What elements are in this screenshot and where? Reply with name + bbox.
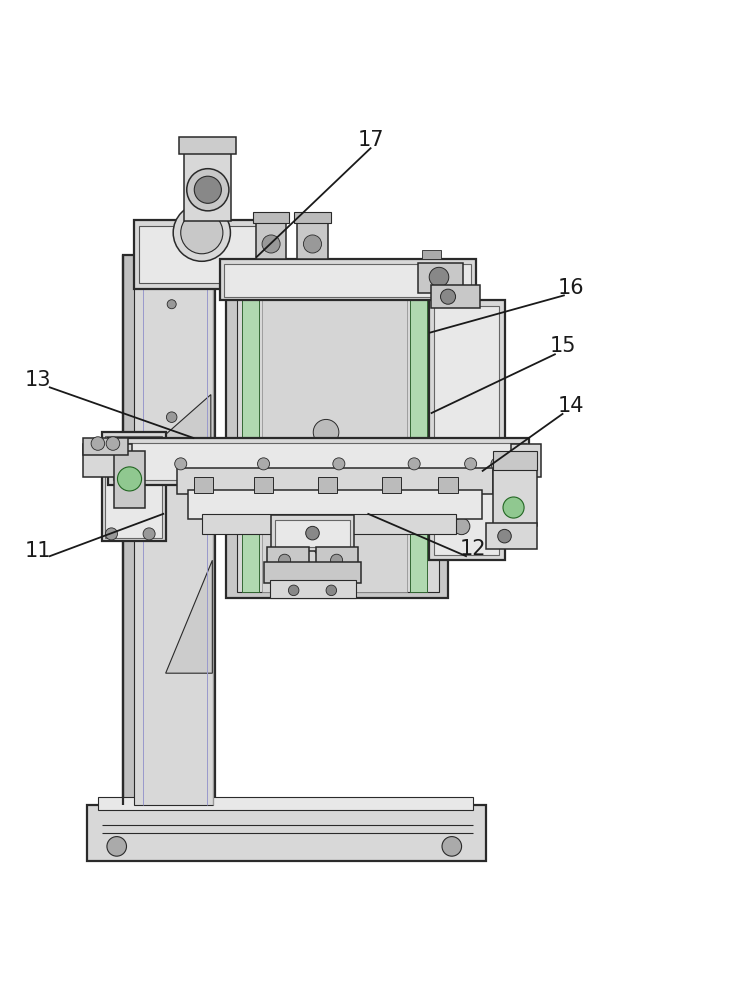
Circle shape xyxy=(465,458,477,470)
Bar xyxy=(87,805,486,861)
Bar xyxy=(256,220,286,259)
Bar xyxy=(294,212,331,223)
Bar xyxy=(511,444,541,477)
Bar xyxy=(179,137,236,154)
Text: 14: 14 xyxy=(557,396,584,416)
Bar xyxy=(429,300,505,560)
Circle shape xyxy=(105,528,117,540)
Circle shape xyxy=(442,837,462,856)
Circle shape xyxy=(279,554,291,566)
Bar xyxy=(438,477,458,493)
Bar xyxy=(434,306,499,555)
Circle shape xyxy=(491,458,503,470)
Bar xyxy=(114,451,145,508)
Bar xyxy=(177,468,493,494)
Bar xyxy=(224,264,471,297)
Bar xyxy=(297,220,328,259)
Circle shape xyxy=(326,585,337,596)
Bar xyxy=(184,150,231,221)
Circle shape xyxy=(91,437,105,450)
Circle shape xyxy=(194,176,221,203)
Circle shape xyxy=(331,554,343,566)
Text: 15: 15 xyxy=(550,336,577,356)
Bar xyxy=(105,436,162,538)
Circle shape xyxy=(313,457,339,483)
Circle shape xyxy=(453,518,470,535)
Text: 13: 13 xyxy=(24,370,51,390)
Bar xyxy=(113,443,526,480)
Circle shape xyxy=(106,437,120,450)
Bar xyxy=(254,477,273,493)
Bar xyxy=(431,285,480,308)
Circle shape xyxy=(306,526,319,540)
Bar xyxy=(486,523,537,549)
Circle shape xyxy=(453,443,470,459)
Bar xyxy=(202,514,456,534)
Bar xyxy=(264,562,361,583)
Bar xyxy=(271,515,354,551)
Bar xyxy=(98,797,473,810)
Bar xyxy=(226,274,448,598)
Circle shape xyxy=(313,419,339,445)
Bar xyxy=(382,477,401,493)
Circle shape xyxy=(429,267,449,287)
Text: 16: 16 xyxy=(557,278,584,298)
Bar xyxy=(242,279,259,592)
Circle shape xyxy=(143,528,155,540)
Circle shape xyxy=(107,837,127,856)
Bar xyxy=(422,250,441,259)
Bar xyxy=(123,255,215,805)
Bar xyxy=(83,444,132,477)
Circle shape xyxy=(117,467,142,491)
Circle shape xyxy=(503,497,524,518)
Bar xyxy=(275,520,350,547)
Circle shape xyxy=(173,204,230,261)
Circle shape xyxy=(313,495,339,520)
Text: 11: 11 xyxy=(24,541,51,561)
Circle shape xyxy=(303,235,322,253)
Bar xyxy=(418,263,463,293)
Bar xyxy=(262,279,407,592)
Circle shape xyxy=(166,412,177,422)
Bar xyxy=(493,470,537,526)
Polygon shape xyxy=(166,560,212,673)
Text: 17: 17 xyxy=(358,130,385,150)
Bar xyxy=(139,226,256,283)
Bar xyxy=(267,547,309,568)
Circle shape xyxy=(258,458,270,470)
Circle shape xyxy=(441,289,456,304)
Circle shape xyxy=(333,458,345,470)
Bar xyxy=(108,438,529,485)
Bar xyxy=(194,477,213,493)
Bar xyxy=(318,477,337,493)
Bar xyxy=(253,212,289,223)
Circle shape xyxy=(187,169,229,211)
Circle shape xyxy=(288,585,299,596)
Text: 12: 12 xyxy=(459,539,486,559)
Bar xyxy=(410,279,427,592)
Circle shape xyxy=(498,529,511,543)
Bar xyxy=(102,432,166,541)
Circle shape xyxy=(118,458,130,470)
Circle shape xyxy=(175,458,187,470)
Circle shape xyxy=(408,458,420,470)
Bar xyxy=(188,490,482,519)
Circle shape xyxy=(181,212,223,254)
Circle shape xyxy=(313,532,339,558)
Bar xyxy=(134,220,262,289)
Polygon shape xyxy=(147,395,211,451)
Bar xyxy=(220,259,476,300)
Circle shape xyxy=(262,235,280,253)
Circle shape xyxy=(453,480,470,497)
Bar xyxy=(316,547,358,568)
Bar xyxy=(493,451,537,470)
Circle shape xyxy=(167,300,176,309)
Bar xyxy=(83,438,128,455)
Bar xyxy=(237,279,439,592)
Bar xyxy=(270,580,356,598)
Bar xyxy=(134,255,213,805)
